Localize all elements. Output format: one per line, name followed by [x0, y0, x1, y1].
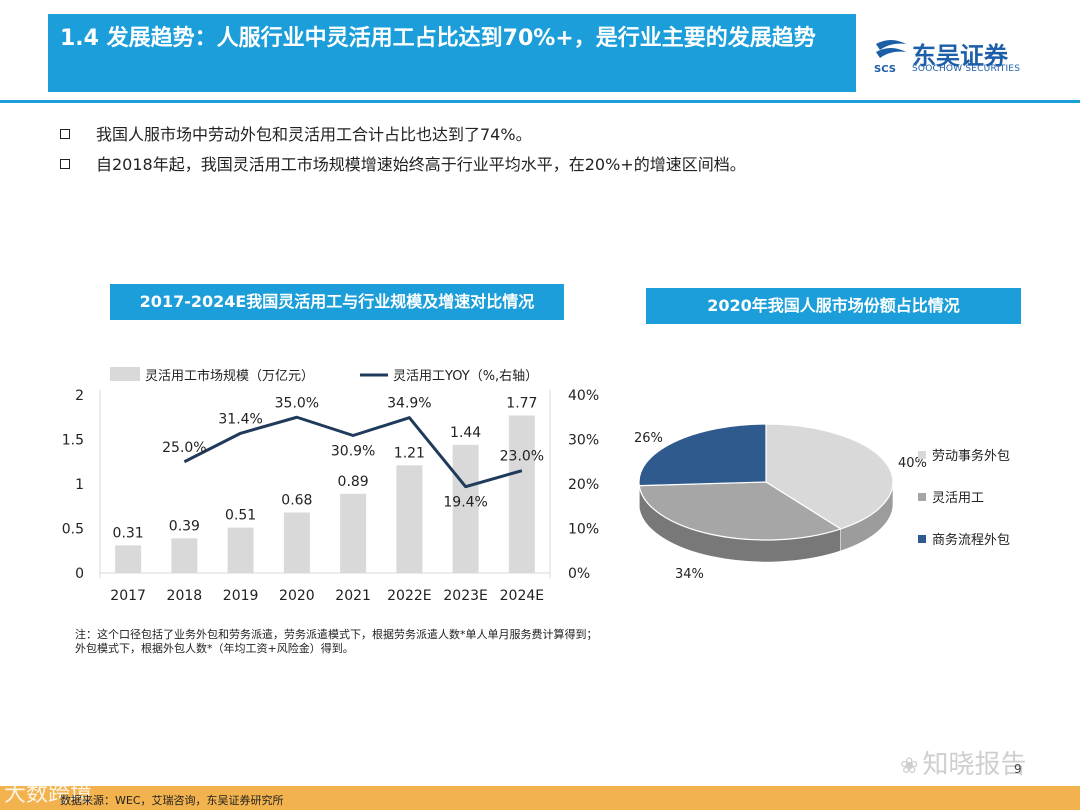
legend-swatch-flexible [918, 493, 926, 501]
bar-value-label: 0.31 [113, 525, 144, 541]
checkbox-bullet-icon [60, 129, 70, 139]
checkbox-bullet-icon [60, 159, 70, 169]
pie-slices [638, 423, 894, 563]
x-tick-label: 2022E [387, 588, 431, 604]
x-tick-label: 2023E [443, 588, 487, 604]
pie-slice [765, 423, 894, 530]
scs-logo-icon: SCS [874, 40, 906, 75]
y2-tick-label: 10% [568, 522, 599, 538]
x-tick-label: 2024E [500, 588, 544, 604]
data-source: 数据来源：WEC，艾瑞咨询，东吴证券研究所 [60, 794, 284, 807]
pie-slice [638, 481, 843, 541]
watermark: ❀ 知晓报告 [900, 744, 1026, 781]
bar [340, 493, 367, 573]
bar [508, 415, 535, 573]
y2-tick-label: 30% [568, 433, 599, 449]
y-tick-label: 1 [75, 477, 84, 493]
footer-watermark: 大数跨境 [4, 782, 93, 807]
y2-tick-label: 0% [568, 566, 590, 582]
legend-line-label: 灵活用工YOY（%,右轴） [393, 369, 538, 384]
bar-series [115, 415, 535, 573]
pie-slice [638, 423, 767, 487]
y2-tick-label: 40% [568, 388, 599, 404]
line-value-label: 19.4% [443, 495, 487, 511]
yoy-line-series [183, 415, 523, 489]
x-tick-label: 2017 [110, 588, 146, 604]
bar [396, 465, 423, 573]
title-banner: 1.4 发展趋势：人服行业中灵活用工占比达到70%+，是行业主要的发展趋势 [48, 14, 856, 92]
pie-label-labor-affairs: 40% [898, 456, 927, 471]
legend-swatch-business-process [918, 535, 926, 543]
bar [115, 545, 142, 573]
legend-bar-swatch [110, 367, 140, 381]
legend-label-labor-affairs: 劳动事务外包 [932, 448, 1010, 464]
bar [283, 512, 310, 573]
header-rule [0, 100, 1080, 103]
bar-value-labels: 0.31 0.39 0.51 0.68 0.89 1.21 1.44 1.77 [113, 395, 538, 541]
bar-value-label: 0.51 [225, 508, 256, 524]
watermark-text: 知晓报告 [922, 750, 1027, 780]
y-tick-label: 0.5 [62, 522, 84, 538]
legend-bar-label: 灵活用工市场规模（万亿元） [145, 368, 314, 384]
pie-chart-title: 2020年我国人服市场份额占比情况 [646, 288, 1021, 324]
y-tick-label: 0 [75, 566, 84, 582]
x-tick-label: 2021 [335, 588, 371, 604]
wechat-icon: ❀ [900, 754, 919, 779]
bullet-text: 我国人服市场中劳动外包和灵活用工合计占比也达到了74%。 [96, 125, 532, 144]
y-tick-label: 1.5 [62, 433, 84, 449]
x-tick-label: 2019 [223, 588, 259, 604]
pie-legend: 劳动事务外包 灵活用工 商务流程外包 [918, 448, 1010, 548]
bar-value-label: 1.44 [450, 425, 481, 441]
line-value-label: 35.0% [275, 395, 319, 411]
bullet-item: 我国人服市场中劳动外包和灵活用工合计占比也达到了74%。 [58, 120, 958, 150]
y2-axis-ticks: 0% 10% 20% 30% 40% [568, 388, 599, 582]
legend-label-flexible: 灵活用工 [932, 491, 984, 506]
line-value-label: 34.9% [387, 396, 431, 412]
x-axis-labels: 2017 2018 2019 2020 2021 2022E 2023E 2024E [110, 588, 544, 604]
bar [227, 527, 254, 573]
footer-bar [0, 786, 1080, 810]
bullet-text: 自2018年起，我国灵活用工市场规模增速始终高于行业平均水平，在20%+的增速区… [96, 155, 746, 174]
logo-english-name: SOOCHOW SECURITIES [912, 64, 1021, 74]
bar-value-label: 1.77 [506, 395, 537, 411]
chart-note: 注：这个口径包括了业务外包和劳务派遣，劳务派遣模式下，根据劳务派遣人数*单人单月… [75, 628, 598, 655]
line-value-label: 31.4% [218, 411, 262, 427]
line-value-label: 30.9% [331, 443, 375, 459]
bar [171, 538, 198, 573]
page-number: 9 [1014, 762, 1022, 776]
line-value-label: 23.0% [500, 449, 544, 465]
y-tick-label: 2 [75, 388, 84, 404]
legend-swatch-labor-affairs [918, 451, 926, 459]
legend-label-business-process: 商务流程外包 [932, 532, 1010, 548]
bar-value-label: 0.68 [281, 492, 312, 508]
bullet-list: 我国人服市场中劳动外包和灵活用工合计占比也达到了74%。 自2018年起，我国灵… [58, 120, 958, 180]
line-value-labels: 25.0% 31.4% 35.0% 30.9% 34.9% 19.4% 23.0% [162, 395, 544, 510]
bar-value-label: 1.21 [394, 445, 425, 461]
line-value-label: 25.0% [162, 440, 206, 456]
bar-value-label: 0.89 [338, 474, 369, 490]
pie-label-flexible: 34% [675, 567, 704, 582]
bar-chart-title: 2017-2024E我国灵活用工与行业规模及增速对比情况 [110, 284, 564, 320]
y2-tick-label: 20% [568, 477, 599, 493]
pie-label-business-process: 26% [634, 431, 663, 446]
company-logo: SCS 东吴证券 SOOCHOW SECURITIES [872, 36, 1032, 76]
bar [452, 444, 479, 573]
bar-value-label: 0.39 [169, 518, 200, 534]
y-axis-ticks: 0 0.5 1 1.5 2 [62, 388, 84, 582]
x-tick-label: 2018 [167, 588, 203, 604]
page-title: 1.4 发展趋势：人服行业中灵活用工占比达到70%+，是行业主要的发展趋势 [60, 26, 816, 51]
combo-chart: 灵活用工市场规模（万亿元） 灵活用工YOY（%,右轴） 00.511.52 0%… [62, 367, 599, 604]
pie-chart: 26% 40% 34% 劳动事务外包 灵活用工 商务流程外包 [634, 423, 1010, 582]
x-tick-label: 2020 [279, 588, 315, 604]
logo-mark-text: SCS [874, 64, 896, 75]
logo-chinese-name: 东吴证券 [912, 42, 1008, 70]
bullet-item: 自2018年起，我国灵活用工市场规模增速始终高于行业平均水平，在20%+的增速区… [58, 150, 958, 180]
chart-legend: 灵活用工市场规模（万亿元） 灵活用工YOY（%,右轴） [110, 367, 538, 384]
